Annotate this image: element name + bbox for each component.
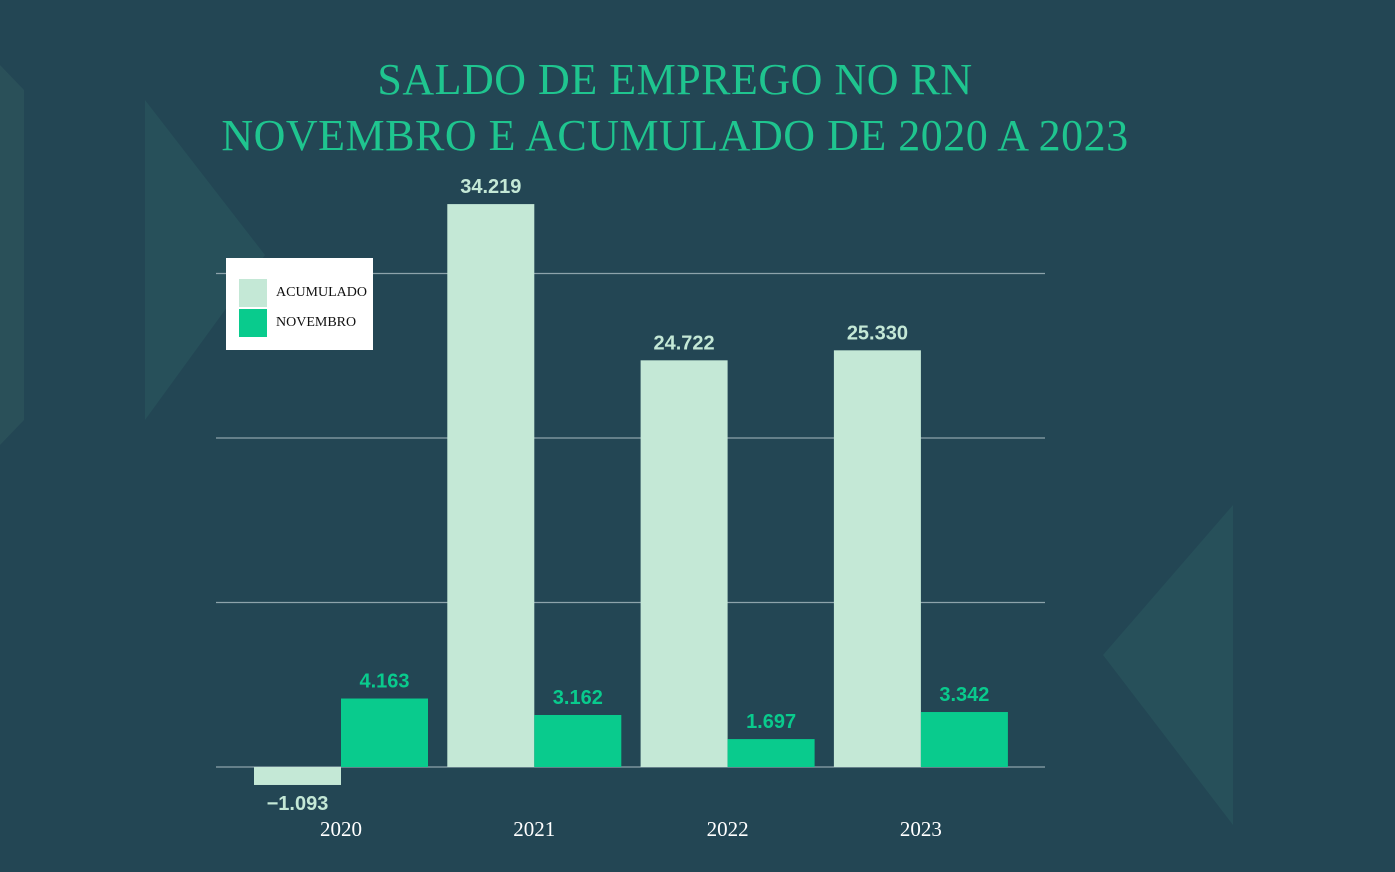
category-label-2022: 2022: [707, 817, 749, 841]
legend-swatch-novembro: [239, 309, 267, 337]
chart-subtitle: NOVEMBRO E ACUMULADO DE 2020 A 2023: [221, 111, 1129, 160]
legend-label-novembro: NOVEMBRO: [276, 315, 357, 330]
data-label-acumulado-2021: 34.219: [460, 176, 521, 198]
legend: ACUMULADO NOVEMBRO: [226, 258, 373, 350]
data-label-novembro-2020: 4.163: [359, 671, 409, 693]
data-label-acumulado-2022: 24.722: [654, 332, 715, 354]
category-label-2023: 2023: [900, 817, 942, 841]
data-labels: −1.093 4.163 34.219 3.162 24.722 1.697 25.330 3…: [267, 176, 990, 815]
data-label-novembro-2023: 3.342: [939, 684, 989, 706]
legend-label-acumulado: ACUMULADO: [276, 285, 367, 300]
data-label-acumulado-2023: 25.330: [847, 322, 908, 344]
data-label-acumulado-2020: −1.093: [267, 793, 329, 815]
legend-swatch-acumulado: [239, 279, 267, 307]
category-labels: 2020 2021 2022 2023: [320, 817, 942, 841]
bar-novembro-2023: [920, 712, 1008, 767]
data-label-novembro-2022: 1.697: [746, 711, 796, 733]
bars: [254, 204, 1008, 785]
bar-acumulado-2022: [640, 360, 728, 767]
bar-acumulado-2020: [254, 767, 341, 785]
category-label-2021: 2021: [513, 817, 555, 841]
chart-title: SALDO DE EMPREGO NO RN: [377, 55, 973, 104]
category-label-2020: 2020: [320, 817, 362, 841]
bar-novembro-2020: [341, 698, 428, 767]
bar-novembro-2021: [534, 714, 622, 767]
bar-novembro-2022: [727, 739, 815, 767]
data-label-novembro-2021: 3.162: [553, 687, 603, 709]
bar-acumulado-2023: [833, 350, 921, 767]
bar-acumulado-2021: [447, 204, 535, 768]
